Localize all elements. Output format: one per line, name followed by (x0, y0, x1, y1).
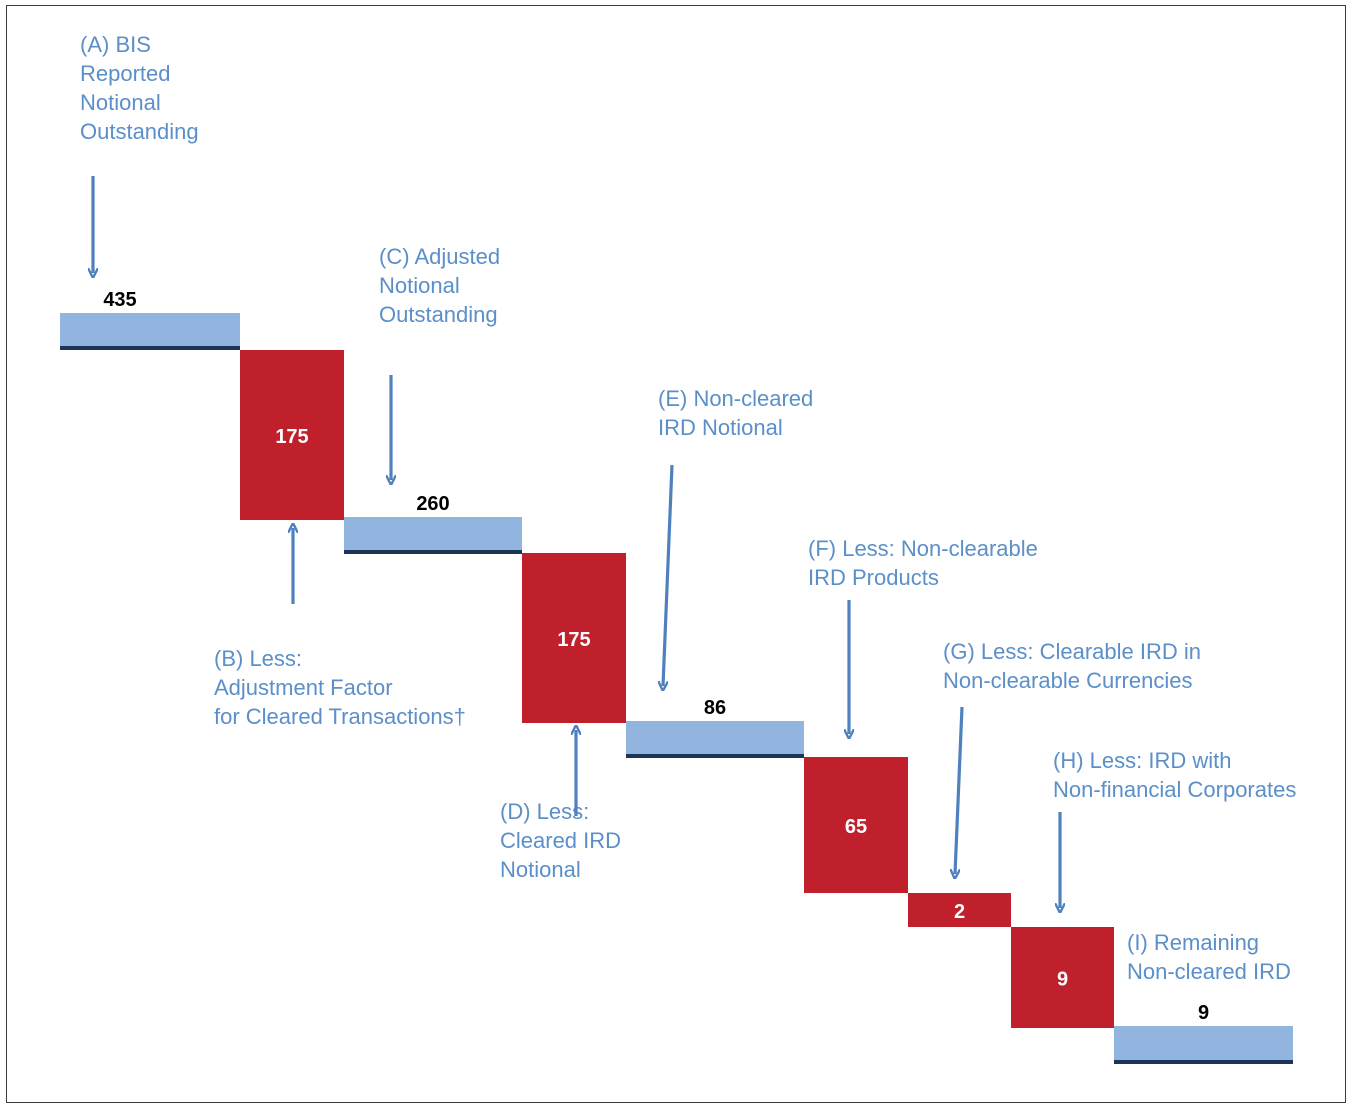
total-bar-edge-c (344, 550, 522, 554)
arrow-e (663, 464, 674, 686)
value-label-a: 435 (103, 289, 136, 311)
total-bar-a (60, 313, 240, 346)
annotation-line: Notional (500, 857, 581, 882)
decrease-bar-h (1011, 927, 1114, 1028)
annotation-c: (C) Adjusted Notional Outstanding (379, 244, 500, 327)
annotation-line: (H) Less: IRD with (1053, 748, 1231, 773)
total-bar-c (344, 517, 522, 550)
annotation-line: IRD Notional (658, 415, 783, 440)
annotation-g: (G) Less: Clearable IRD in Non-clearable … (943, 639, 1201, 693)
annotation-line: Notional (379, 273, 460, 298)
annotation-line: Adjustment Factor (214, 675, 393, 700)
total-bar-edge-i (1114, 1060, 1293, 1064)
annotation-a: (A) BIS Reported Notional Outstanding (80, 32, 199, 144)
decrease-bar-g (908, 893, 1011, 927)
chart-frame (6, 5, 1346, 1103)
annotation-line: Cleared IRD (500, 828, 621, 853)
value-label-d: 175 (557, 629, 590, 651)
annotation-d: (D) Less: Cleared IRD Notional (500, 799, 621, 882)
annotation-line: (C) Adjusted (379, 244, 500, 269)
annotation-line: Notional (80, 90, 161, 115)
value-label-g: 2 (954, 901, 965, 923)
arrow-g (955, 706, 964, 874)
annotation-line: Non-cleared IRD (1127, 959, 1291, 984)
value-label-b: 175 (275, 426, 308, 448)
total-bar-edge-e (626, 754, 804, 758)
annotation-line: Outstanding (80, 119, 199, 144)
annotation-line: (F) Less: Non-clearable (808, 536, 1038, 561)
annotation-line: Outstanding (379, 302, 498, 327)
annotation-i: (I) Remaining Non-cleared IRD (1127, 930, 1291, 984)
annotation-f: (F) Less: Non-clearable IRD Products (808, 536, 1038, 590)
value-label-f: 65 (845, 816, 867, 838)
annotation-line: (E) Non-cleared (658, 386, 813, 411)
annotation-line: (I) Remaining (1127, 930, 1259, 955)
total-bar-e (626, 721, 804, 754)
total-bar-edge-a (60, 346, 240, 350)
value-label-i: 9 (1198, 1002, 1209, 1024)
annotation-line: Reported (80, 61, 171, 86)
annotation-line: Non-financial Corporates (1053, 777, 1296, 802)
decrease-bar-f (804, 757, 908, 893)
annotation-h: (H) Less: IRD with Non-financial Corporat… (1053, 748, 1296, 802)
annotation-line: (D) Less: (500, 799, 589, 824)
annotation-b: (B) Less: Adjustment Factor for Cleared Tr… (214, 646, 466, 729)
annotation-e: (E) Non-cleared IRD Notional (658, 386, 813, 440)
annotation-line: for Cleared Transactions† (214, 704, 466, 729)
value-label-c: 260 (416, 493, 449, 515)
value-label-h: 9 (1057, 969, 1068, 991)
decrease-bar-d (522, 553, 626, 723)
annotation-line: (A) BIS (80, 32, 151, 57)
annotation-line: (B) Less: (214, 646, 302, 671)
value-label-e: 86 (704, 697, 726, 719)
annotation-line: (G) Less: Clearable IRD in (943, 639, 1201, 664)
decrease-bar-b (240, 350, 344, 520)
annotation-line: IRD Products (808, 565, 939, 590)
total-bar-i (1114, 1026, 1293, 1060)
annotation-line: Non-clearable Currencies (943, 668, 1192, 693)
